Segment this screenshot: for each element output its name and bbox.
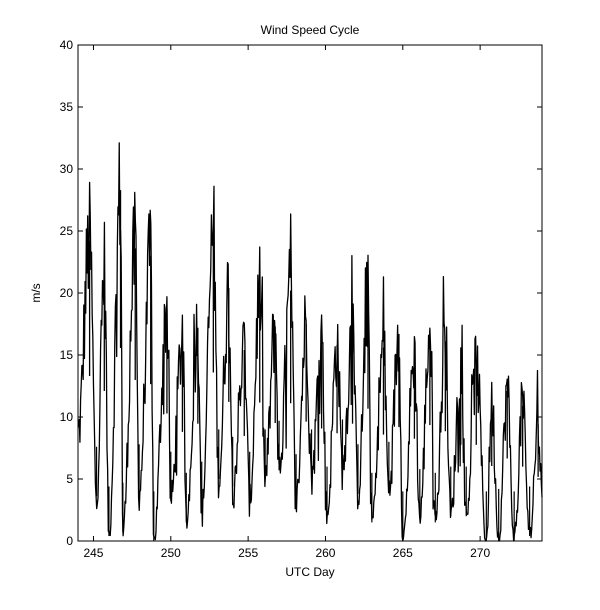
x-tick-label: 245: [83, 546, 103, 560]
y-tick-label: 10: [60, 410, 74, 424]
y-axis-label: m/s: [29, 283, 43, 302]
y-tick-label: 5: [66, 472, 73, 486]
y-tick-label: 35: [60, 100, 74, 114]
x-tick-label: 265: [393, 546, 413, 560]
chart-title: Wind Speed Cycle: [261, 23, 360, 37]
x-tick-label: 255: [238, 546, 258, 560]
x-tick-label: 250: [161, 546, 181, 560]
x-tick-label: 270: [470, 546, 490, 560]
y-tick-label: 0: [66, 534, 73, 548]
y-tick-label: 20: [60, 286, 74, 300]
y-tick-label: 15: [60, 348, 74, 362]
x-tick-label: 260: [315, 546, 335, 560]
y-tick-label: 30: [60, 162, 74, 176]
x-axis-label: UTC Day: [285, 565, 334, 579]
series-layer: [77, 142, 543, 542]
y-tick-label: 40: [60, 38, 74, 52]
plot-area: 0 5 10 15 20 25 30 35 40 245 250 255 260 265 270: [60, 38, 543, 560]
wind-speed-series-line: [77, 142, 543, 542]
tick-layer: 0 5 10 15 20 25 30 35 40 245 250 255 260 265 270: [60, 38, 542, 560]
y-tick-label: 25: [60, 224, 74, 238]
